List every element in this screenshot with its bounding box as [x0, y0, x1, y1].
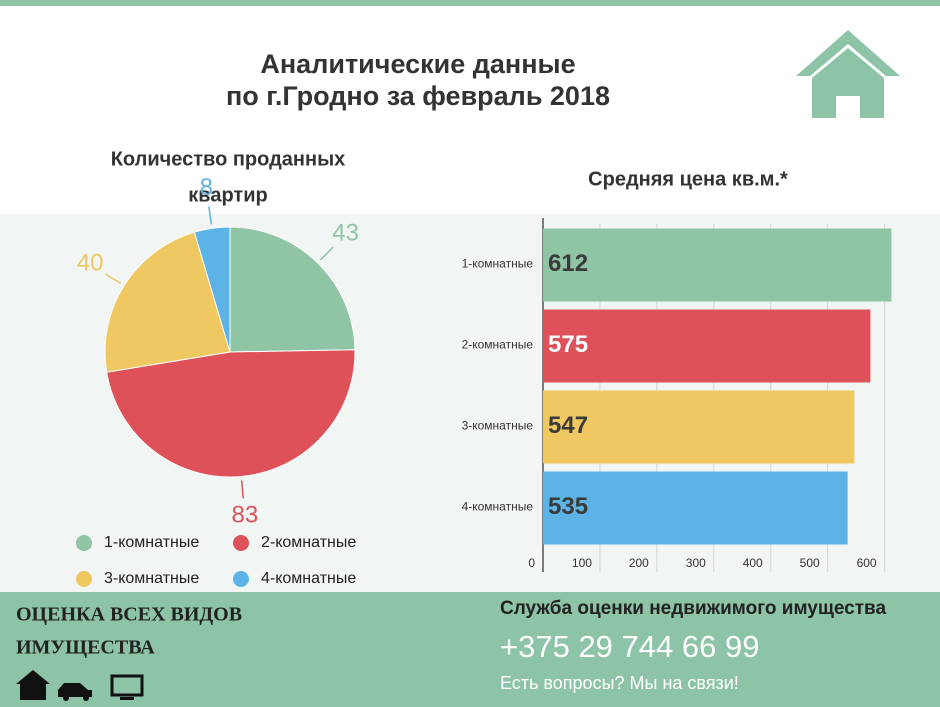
x-tick-label: 100 — [572, 556, 592, 570]
value-label: 547 — [548, 412, 588, 439]
value-label: 612 — [548, 250, 588, 277]
pie-title: Количество проданных — [111, 148, 346, 170]
value-label: 8 — [200, 174, 213, 201]
y-tick-label: 4-комнатные — [462, 500, 534, 514]
pie-title: квартир — [188, 184, 267, 206]
leader-line — [208, 206, 213, 225]
title: по г.Гродно за февраль 2018 — [226, 81, 610, 111]
footer-note: Есть вопросы? Мы на связи! — [500, 673, 739, 693]
leader-line — [319, 246, 334, 261]
legend-marker — [233, 535, 249, 551]
legend-marker — [76, 535, 92, 551]
pie-slice — [193, 226, 231, 353]
bar — [543, 228, 892, 302]
value-label: 43 — [332, 220, 359, 247]
legend-marker — [76, 571, 92, 587]
value-label: 40 — [77, 250, 104, 277]
value-label: 575 — [548, 331, 588, 358]
value-label: 535 — [548, 493, 588, 520]
value-label: 83 — [232, 502, 259, 529]
top-strip — [0, 0, 940, 6]
x-tick-label: 300 — [686, 556, 706, 570]
leader-line — [105, 273, 122, 285]
leader-line — [240, 480, 244, 499]
footer-phone: +375 29 744 66 99 — [500, 629, 759, 664]
pie-slice — [104, 231, 231, 373]
bar — [543, 471, 848, 545]
bar — [543, 390, 855, 464]
bar-title: Средняя цена кв.м.* — [588, 168, 788, 190]
footer-service: Служба оценки недвижимого имущества — [500, 598, 886, 619]
footer-icons — [16, 670, 144, 701]
legend-marker — [233, 571, 249, 587]
house-icon — [796, 30, 900, 118]
pie-slice — [106, 349, 356, 478]
x-tick-label: 500 — [800, 556, 820, 570]
footer — [0, 592, 940, 707]
x-tick-label: 600 — [857, 556, 877, 570]
legend-label: 2-комнатные — [261, 534, 356, 551]
x-tick-label: 200 — [629, 556, 649, 570]
footer-left: ОЦЕНКА ВСЕХ ВИДОВ — [16, 604, 242, 626]
legend-label: 1-комнатные — [104, 534, 199, 551]
x-tick-label: 0 — [528, 556, 535, 570]
y-tick-label: 3-комнатные — [462, 419, 534, 433]
legend-label: 4-комнатные — [261, 570, 356, 587]
bar — [543, 309, 871, 383]
footer-left: ИМУЩЕСТВА — [16, 637, 155, 659]
legend-label: 3-комнатные — [104, 570, 199, 587]
pie-slice — [229, 226, 356, 353]
y-tick-label: 2-комнатные — [462, 338, 534, 352]
x-tick-label: 400 — [743, 556, 763, 570]
title: Аналитические данные — [260, 49, 575, 79]
y-tick-label: 1-комнатные — [462, 257, 534, 271]
